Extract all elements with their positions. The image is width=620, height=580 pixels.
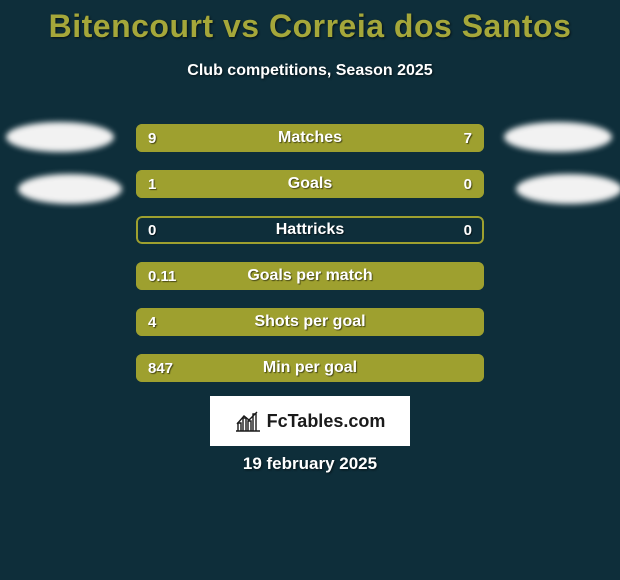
stats-comparison-card: Bitencourt vs Correia dos Santos Club co… xyxy=(0,0,620,580)
player-photo-placeholder xyxy=(6,122,114,152)
player-photo-placeholder xyxy=(516,174,620,204)
stat-row: 00Hattricks xyxy=(136,216,484,244)
stat-row: 847Min per goal xyxy=(136,354,484,382)
brand-text: FcTables.com xyxy=(267,411,386,432)
stat-row: 10Goals xyxy=(136,170,484,198)
stat-row: 4Shots per goal xyxy=(136,308,484,336)
brand-chart-icon xyxy=(235,410,261,432)
footer-date: 19 february 2025 xyxy=(0,454,620,474)
player-photo-placeholder xyxy=(504,122,612,152)
stat-row: 0.11Goals per match xyxy=(136,262,484,290)
page-subtitle: Club competitions, Season 2025 xyxy=(0,62,620,80)
stat-label: Hattricks xyxy=(136,216,484,244)
brand-badge: FcTables.com xyxy=(210,396,410,446)
stat-label: Goals per match xyxy=(136,262,484,290)
stat-label: Min per goal xyxy=(136,354,484,382)
stat-label: Shots per goal xyxy=(136,308,484,336)
stat-label: Goals xyxy=(136,170,484,198)
player-photo-placeholder xyxy=(18,174,122,204)
page-title: Bitencourt vs Correia dos Santos xyxy=(0,8,620,45)
stats-block: 97Matches 10Goals 00Hattricks 0.11Goals per… xyxy=(136,124,484,400)
stat-label: Matches xyxy=(136,124,484,152)
stat-row: 97Matches xyxy=(136,124,484,152)
